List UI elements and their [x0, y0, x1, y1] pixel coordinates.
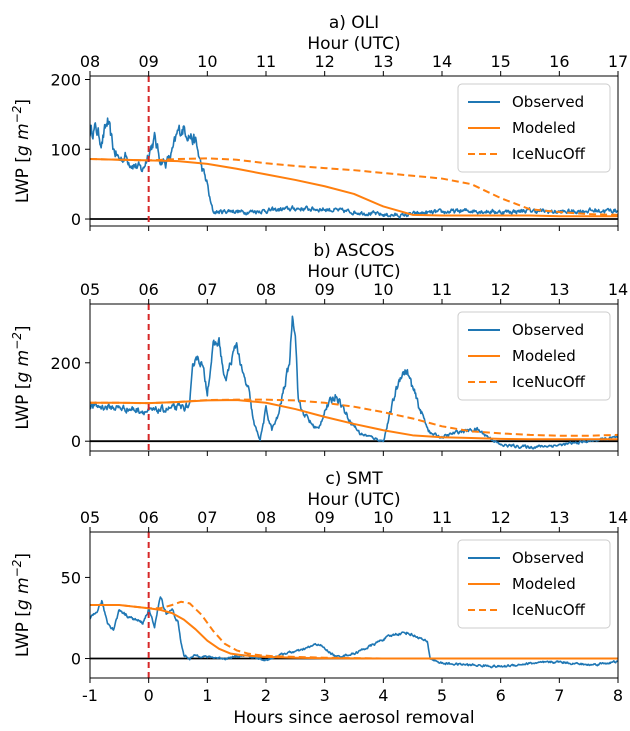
legend-entry: Modeled: [512, 575, 576, 593]
top-tick-label: 12: [490, 280, 510, 299]
top-tick-label: 10: [373, 508, 393, 527]
top-tick-label: 09: [314, 508, 334, 527]
legend-entry: Modeled: [512, 347, 576, 365]
top-axis-label: Hour (UTC): [307, 490, 400, 510]
y-axis-label: LWP [g m−2]: [10, 325, 33, 429]
top-tick-label: 14: [608, 508, 628, 527]
x-tick-label: 7: [554, 686, 564, 705]
plot-area: [90, 117, 618, 220]
top-tick-label: 17: [608, 52, 628, 71]
top-tick-label: 14: [608, 280, 628, 299]
top-tick-label: 16: [549, 52, 569, 71]
top-tick-label: 09: [314, 280, 334, 299]
legend-box: [457, 539, 611, 629]
top-axis-label: Hour (UTC): [307, 262, 400, 282]
axes-frame: [89, 531, 619, 679]
plot-area: [90, 596, 618, 669]
axes-frame: [89, 303, 619, 452]
top-tick-label: 15: [490, 52, 510, 71]
y-axis-label: LWP [g m−2]: [10, 99, 33, 203]
top-tick-label: 13: [373, 52, 393, 71]
top-tick-label: 08: [256, 280, 276, 299]
legend-entry: IceNucOff: [512, 145, 586, 163]
top-tick-label: 11: [432, 280, 452, 299]
top-tick-label: 13: [549, 280, 569, 299]
series-icenucoff: [90, 600, 618, 660]
legend: Observed Modeled IceNucOff: [457, 311, 611, 401]
series-observed: [90, 315, 618, 450]
legend-entry: IceNucOff: [512, 373, 586, 391]
top-tick-label: 07: [197, 508, 217, 527]
x-axis-label: Hours since aerosol removal: [233, 708, 474, 728]
legend-entry: Observed: [512, 549, 584, 567]
top-tick-label: 13: [549, 508, 569, 527]
top-tick-label: 08: [80, 52, 100, 71]
top-tick-label: 06: [138, 280, 158, 299]
x-tick-label: 6: [496, 686, 506, 705]
legend-entry: IceNucOff: [512, 601, 586, 619]
top-tick-label: 05: [80, 280, 100, 299]
plot-area: [90, 315, 618, 450]
top-tick-label: 12: [314, 52, 334, 71]
x-tick-label: 1: [202, 686, 212, 705]
y-tick-label: 200: [50, 354, 81, 373]
panel-title: b) ASCOS: [313, 241, 394, 261]
x-tick-label: 4: [378, 686, 388, 705]
top-tick-label: 11: [256, 52, 276, 71]
x-tick-label: 0: [144, 686, 154, 705]
top-tick-label: 05: [80, 508, 100, 527]
top-tick-label: 12: [490, 508, 510, 527]
top-tick-label: 10: [197, 52, 217, 71]
y-axis-label: LWP [g m−2]: [10, 553, 33, 657]
top-axis-label: Hour (UTC): [307, 34, 400, 54]
legend: Observed Modeled IceNucOff: [457, 539, 611, 629]
x-tick-label: 2: [261, 686, 271, 705]
legend-entry: Observed: [512, 321, 584, 339]
panel-title: c) SMT: [325, 469, 383, 489]
legend: Observed Modeled IceNucOff: [457, 83, 611, 173]
series-observed: [90, 596, 618, 669]
x-tick-label: 8: [613, 686, 623, 705]
y-tick-label: 50: [61, 568, 81, 587]
top-tick-label: 11: [432, 508, 452, 527]
legend-entry: Modeled: [512, 119, 576, 137]
legend-box: [457, 311, 611, 401]
top-tick-label: 07: [197, 280, 217, 299]
top-tick-label: 08: [256, 508, 276, 527]
legend-entry: Observed: [512, 93, 584, 111]
x-tick-label: 3: [320, 686, 330, 705]
panel-title: a) OLI: [329, 13, 379, 33]
legend-box: [457, 83, 611, 173]
top-tick-label: 14: [432, 52, 452, 71]
y-tick-label: 200: [50, 70, 81, 89]
y-tick-label: 0: [71, 650, 81, 669]
series-icenucoff: [90, 398, 618, 437]
y-tick-label: 0: [71, 432, 81, 451]
series-icenucoff: [90, 157, 618, 216]
top-tick-label: 09: [138, 52, 158, 71]
series-modeled: [90, 158, 618, 218]
x-tick-label: -1: [82, 686, 98, 705]
y-tick-label: 100: [50, 140, 81, 159]
axes-frame: [89, 75, 619, 227]
y-tick-label: 0: [71, 210, 81, 229]
top-tick-label: 10: [373, 280, 393, 299]
x-tick-label: 5: [437, 686, 447, 705]
top-tick-label: 06: [138, 508, 158, 527]
